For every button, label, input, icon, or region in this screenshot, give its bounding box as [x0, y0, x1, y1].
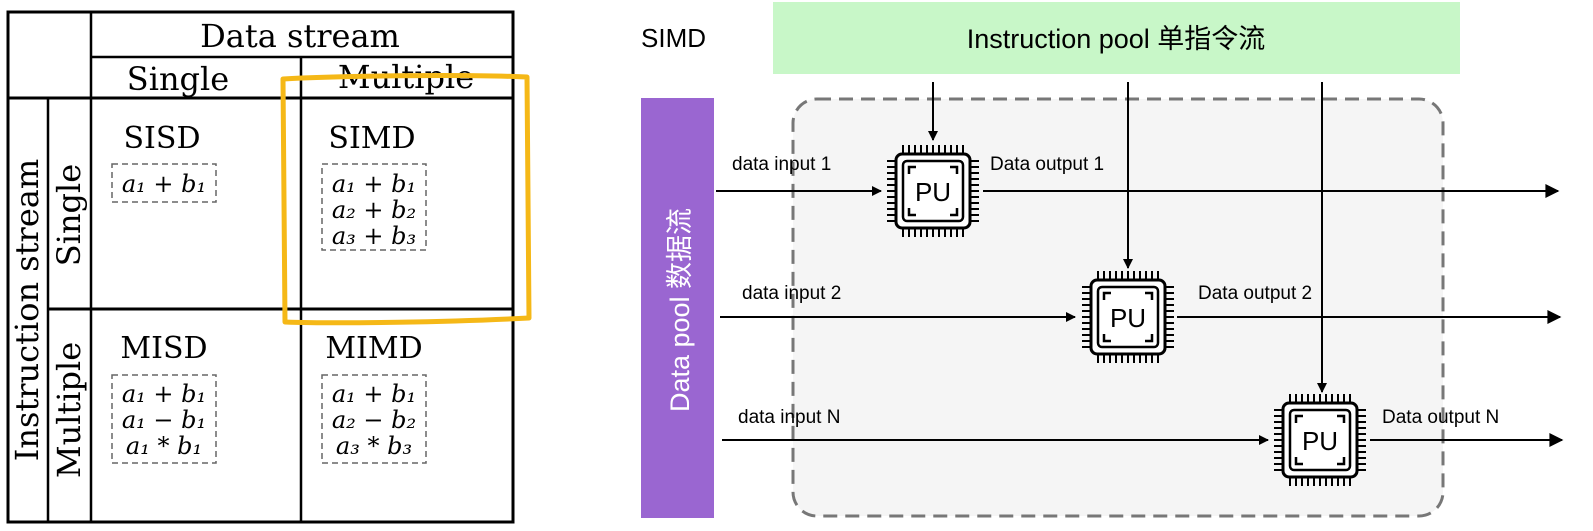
cell-simd-line: a₃ + b₃ — [332, 222, 416, 250]
cell-sisd-box — [111, 163, 217, 203]
pu-chip-corner — [1145, 291, 1154, 300]
cell-mimd-line: a₁ + b₁ — [332, 380, 416, 408]
cell-misd-line: a₁ + b₁ — [122, 380, 206, 408]
cell-misd-line: a₁ − b₁ — [122, 406, 206, 434]
cell-mimd-line: a₃ * b₃ — [336, 432, 412, 460]
cell-misd-box — [111, 374, 217, 464]
data-output-label-2: Data output 2 — [1198, 283, 1312, 304]
cell-sisd-title: SISD — [123, 121, 200, 156]
pu-chip-icon: PU — [887, 145, 979, 237]
cell-sisd-line: a₁ + b₁ — [122, 170, 206, 198]
table-frame — [6, 10, 515, 524]
header-data-stream: Data stream — [200, 17, 400, 55]
cell-misd-line: a₁ * b₁ — [126, 432, 202, 460]
pu-chip-icon: PU — [1274, 394, 1366, 486]
data-output-label-3: Data output N — [1382, 407, 1499, 428]
row-header-multiple: Multiple — [50, 342, 88, 478]
pu-chip-corner — [1294, 457, 1303, 466]
pu-chip-corner — [1294, 414, 1303, 423]
cell-simd-box — [321, 163, 427, 251]
simd-diagram: SIMD Instruction pool 单指令流 Data pool 数据流… — [641, 2, 1564, 518]
data-output-label-1: Data output 1 — [990, 154, 1104, 175]
pu-chip-label: PU — [1110, 303, 1146, 333]
instruction-pool-label: Instruction pool 单指令流 — [967, 24, 1266, 54]
pu-chip-inner — [1288, 408, 1352, 472]
cell-mimd-box — [321, 374, 427, 464]
simd-highlight-box — [280, 73, 532, 326]
instruction-pool-bar — [773, 2, 1460, 74]
data-input-label-1: data input 1 — [732, 154, 831, 175]
data-input-label-2: data input 2 — [742, 283, 841, 304]
pu-chip-label: PU — [915, 177, 951, 207]
cell-mimd-title: MIMD — [325, 331, 422, 366]
header-instruction-stream: Instruction stream — [8, 159, 46, 461]
pu-chip-inner — [1096, 285, 1160, 349]
pu-chip-inner — [901, 159, 965, 223]
cell-simd-line: a₂ + b₂ — [332, 196, 416, 224]
simd-title: SIMD — [641, 23, 706, 53]
pu-chip-corner — [1102, 334, 1111, 343]
cell-mimd-line: a₂ − b₂ — [332, 406, 416, 434]
cell-simd-line: a₁ + b₁ — [332, 170, 416, 198]
pu-chip-corner — [907, 208, 916, 217]
pu-chip-corner — [950, 208, 959, 217]
pu-chip-label: PU — [1302, 426, 1338, 456]
row-header-single: Single — [50, 164, 88, 266]
flynn-taxonomy-table: Data stream Single Multiple Instruction … — [6, 10, 532, 524]
data-input-label-3: data input N — [738, 407, 840, 428]
pu-chip-corner — [907, 165, 916, 174]
pu-chip-corner — [1337, 457, 1346, 466]
pu-chip-corner — [1102, 291, 1111, 300]
cell-simd-title: SIMD — [328, 121, 415, 156]
data-pool-bar — [641, 98, 714, 518]
pu-chip-corner — [1337, 414, 1346, 423]
cell-misd-title: MISD — [120, 331, 207, 366]
col-header-single: Single — [127, 60, 229, 98]
pu-chip-corner — [1145, 334, 1154, 343]
pu-chip-icon: PU — [1082, 271, 1174, 363]
data-pool-label: Data pool 数据流 — [665, 208, 695, 412]
pu-chip-corner — [950, 165, 959, 174]
